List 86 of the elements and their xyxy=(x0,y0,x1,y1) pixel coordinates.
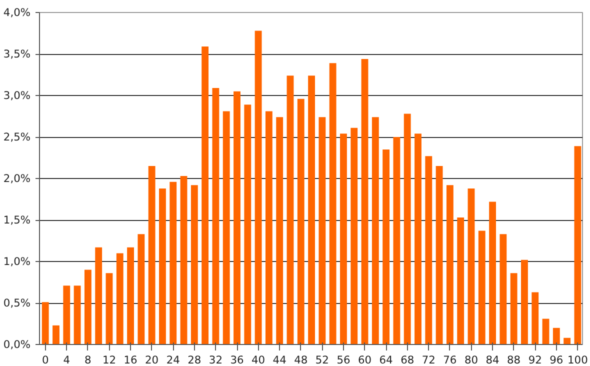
x-tick-label: 80 xyxy=(464,354,478,366)
bar xyxy=(42,302,49,344)
x-tick-label: 24 xyxy=(166,354,180,366)
bar xyxy=(180,176,188,344)
bar xyxy=(318,117,326,344)
x-tick-label: 64 xyxy=(379,354,394,366)
x-tick-label: 8 xyxy=(84,354,92,366)
bar xyxy=(446,185,454,344)
bar xyxy=(340,134,347,344)
x-tick-label: 92 xyxy=(528,354,542,366)
bar xyxy=(500,234,507,344)
x-tick-label: 4 xyxy=(63,354,70,366)
x-tick-label: 48 xyxy=(294,354,308,366)
bar xyxy=(393,137,400,344)
bar xyxy=(265,111,272,344)
bar xyxy=(116,253,124,344)
x-tick-label: 44 xyxy=(272,354,287,366)
y-tick-label: 2,0% xyxy=(3,172,31,185)
y-tick-label: 3,0% xyxy=(3,89,31,102)
x-tick-label: 72 xyxy=(422,354,436,366)
bar xyxy=(244,104,252,344)
x-tick-label: 60 xyxy=(358,354,372,366)
bar xyxy=(297,98,304,344)
bar xyxy=(552,328,560,344)
x-tick-label: 84 xyxy=(486,354,500,366)
x-tick-label: 100 xyxy=(568,354,588,366)
bar xyxy=(382,149,390,344)
bar xyxy=(457,218,464,344)
x-tick-label: 96 xyxy=(550,354,564,366)
y-tick-label: 1,0% xyxy=(3,255,31,268)
bar xyxy=(159,188,166,344)
bar xyxy=(478,230,486,344)
bar xyxy=(414,134,422,344)
y-tick-label: 4,0% xyxy=(3,6,31,19)
bar xyxy=(106,273,113,344)
x-tick-label: 20 xyxy=(145,354,159,366)
x-tick-label: 52 xyxy=(315,354,329,366)
y-tick-label: 0,0% xyxy=(3,338,31,351)
bar xyxy=(202,46,209,344)
bar xyxy=(148,166,156,344)
bar xyxy=(532,292,539,344)
bar xyxy=(212,88,220,344)
x-tick-label: 0 xyxy=(42,354,49,366)
bar xyxy=(489,202,496,344)
bar xyxy=(74,286,81,344)
bar xyxy=(329,63,336,344)
y-tick-label: 2,5% xyxy=(3,130,31,144)
bar xyxy=(286,76,294,344)
x-tick-label: 16 xyxy=(124,354,138,366)
bar xyxy=(372,117,379,344)
bar xyxy=(276,117,284,344)
bar xyxy=(127,247,134,344)
x-tick-label: 56 xyxy=(336,354,350,366)
bar xyxy=(84,270,92,344)
bar xyxy=(254,30,262,344)
bar xyxy=(436,166,443,344)
bar xyxy=(542,318,550,344)
x-tick-label: 32 xyxy=(208,354,222,366)
x-tick-label: 76 xyxy=(443,354,457,366)
x-tick-label: 28 xyxy=(188,354,202,366)
y-tick-label: 0,5% xyxy=(3,296,31,310)
y-tick-label: 1,5% xyxy=(3,214,31,226)
bar xyxy=(222,111,230,344)
bar xyxy=(564,338,571,344)
bar xyxy=(521,260,528,344)
bar xyxy=(170,182,177,344)
x-tick-label: 68 xyxy=(400,354,414,366)
bar xyxy=(190,185,198,344)
bar xyxy=(234,91,240,344)
bar xyxy=(404,114,411,344)
bar xyxy=(468,188,475,344)
bar xyxy=(52,325,60,344)
y-tick-label: 3,5% xyxy=(3,48,31,60)
bar xyxy=(510,273,518,344)
bar xyxy=(361,58,368,344)
x-tick-label: 36 xyxy=(230,354,244,366)
bar xyxy=(350,128,358,344)
bar xyxy=(308,76,315,344)
bar xyxy=(574,146,582,344)
bar xyxy=(138,234,145,344)
x-tick-label: 88 xyxy=(507,354,521,366)
x-tick-label: 40 xyxy=(252,354,266,366)
x-tick-label: 12 xyxy=(102,354,116,366)
bar xyxy=(95,247,102,344)
bar xyxy=(425,156,432,344)
bar xyxy=(63,286,70,344)
